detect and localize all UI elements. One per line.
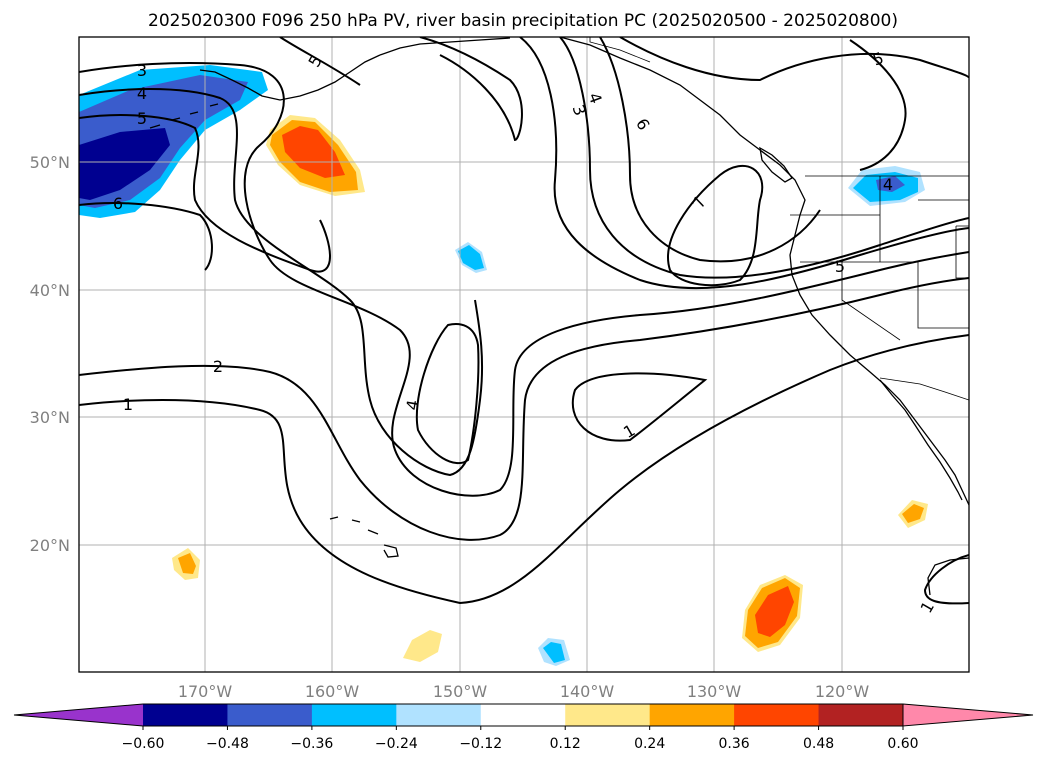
- negative-anomaly-south-core: [543, 642, 565, 663]
- north-america-coast: [559, 37, 969, 506]
- colorbar-segment: [818, 704, 904, 726]
- hawaiian-islands: [329, 516, 399, 558]
- contour-7-closed: [667, 164, 764, 287]
- negative-anomaly-pnw-core: [876, 176, 905, 192]
- baja-peninsula: [879, 379, 963, 501]
- contour-4-ridge: [559, 37, 969, 279]
- colorbar-tick-label: 0.12: [550, 736, 581, 752]
- latitude-labels: 50°N 40°N 30°N 20°N: [30, 153, 70, 555]
- colorbar-tick-label: 0.36: [719, 736, 750, 752]
- colorbar-segments: [14, 704, 1033, 726]
- positive-anomaly-gulf-core: [282, 126, 345, 178]
- colorbar-segment: [396, 704, 482, 726]
- contour-2: [79, 277, 969, 541]
- colorbar-tick-label: −0.48: [206, 736, 249, 752]
- contour-4-left: [79, 88, 484, 477]
- positive-anomaly-subtropical-core: [755, 586, 794, 637]
- gridlines: [79, 37, 969, 672]
- pv-contours: [79, 37, 969, 605]
- contour-label: 3: [137, 61, 147, 80]
- colorbar-tick-label: −0.12: [459, 736, 502, 752]
- contour-3: [79, 61, 969, 497]
- aleutian-chain: [149, 103, 219, 129]
- vancouver-island: [759, 146, 793, 183]
- contour-label: 6: [113, 194, 123, 213]
- shaded-anomalies: [79, 65, 928, 666]
- colorbar-segment: [565, 704, 651, 726]
- colorbar-tick-label: −0.36: [290, 736, 333, 752]
- lon-label-120w: 120°W: [815, 682, 870, 701]
- colorbar-segment-max-extend: [903, 704, 1033, 726]
- lat-label-20n: 20°N: [30, 536, 70, 555]
- positive-anomaly-baja-core: [902, 504, 924, 523]
- longitude-labels: 170°W 160°W 150°W 140°W 130°W 120°W: [178, 682, 870, 701]
- positive-anomaly-hawaii-west-core: [178, 553, 196, 574]
- colorbar-segment: [227, 704, 313, 726]
- colorbar: −0.60 −0.48 −0.36 −0.24 −0.12 0.12 0.24 0.36 0.4…: [13, 703, 1034, 752]
- contour-2-top: [279, 37, 361, 86]
- positive-anomaly-south-1: [403, 630, 442, 662]
- aleutian-islands: [199, 54, 381, 101]
- colorbar-tick-label: −0.24: [375, 736, 418, 752]
- colorbar-segment: [480, 704, 566, 726]
- alaska-coast: [379, 37, 511, 56]
- contour-1: [79, 334, 969, 605]
- political-borders: [589, 37, 969, 401]
- colorbar-outline: [13, 703, 1034, 727]
- contour-label: 2: [213, 357, 223, 376]
- lon-label-130w: 130°W: [687, 682, 742, 701]
- lat-label-50n: 50°N: [30, 153, 70, 172]
- colorbar-segment: [143, 704, 228, 726]
- contour-label: 4: [883, 175, 893, 194]
- contour-label: 4: [402, 398, 422, 411]
- colorbar-tick-label: 0.24: [634, 736, 665, 752]
- colorbar-tick-label: 0.48: [803, 736, 834, 752]
- lon-label-140w: 140°W: [560, 682, 615, 701]
- figure-title: 2025020300 F096 250 hPa PV, river basin …: [148, 11, 898, 31]
- colorbar-segment: [734, 704, 820, 726]
- state-borders: [790, 176, 969, 341]
- lon-label-170w: 170°W: [178, 682, 233, 701]
- contour-5-east: [849, 39, 907, 171]
- contour-1-lowerright: [923, 554, 969, 605]
- negative-anomaly-northwest-core: [79, 128, 170, 200]
- map-frame: [78, 36, 970, 673]
- contour-label: 1: [123, 395, 133, 414]
- colorbar-ticks: −0.60 −0.48 −0.36 −0.24 −0.12 0.12 0.24 0.36 0.4…: [122, 726, 919, 752]
- lat-label-40n: 40°N: [30, 281, 70, 300]
- contour-5-northeast: [619, 37, 969, 82]
- contour-6-ridge: [599, 37, 821, 263]
- colorbar-segment-min-extend: [14, 704, 143, 726]
- contour-label: 4: [137, 84, 147, 103]
- colorbar-tick-label: −0.60: [122, 736, 165, 752]
- contour-6-left: [79, 202, 213, 271]
- contour-upper-trough: [419, 37, 523, 142]
- contour-4-closed: [415, 323, 480, 465]
- lon-label-160w: 160°W: [305, 682, 360, 701]
- us-mexico-border: [879, 377, 969, 401]
- negative-anomaly-midpacific-core: [458, 245, 484, 270]
- contour-label: 5: [835, 257, 845, 276]
- colorbar-segment: [311, 704, 397, 726]
- map-area: 1 2 3 4 5 6 4 5 3 4 6 7 1 4 5 1 5: [79, 37, 969, 672]
- colorbar-segment: [649, 704, 735, 726]
- contour-1-inner: [571, 372, 708, 442]
- contour-label: 5: [137, 109, 147, 128]
- contour-3-ridge: [519, 37, 969, 290]
- coastlines: [149, 37, 969, 596]
- lon-label-150w: 150°W: [433, 682, 488, 701]
- lat-label-30n: 30°N: [30, 408, 70, 427]
- colorbar-tick-label: 0.60: [887, 736, 918, 752]
- contour-5-left: [79, 114, 331, 273]
